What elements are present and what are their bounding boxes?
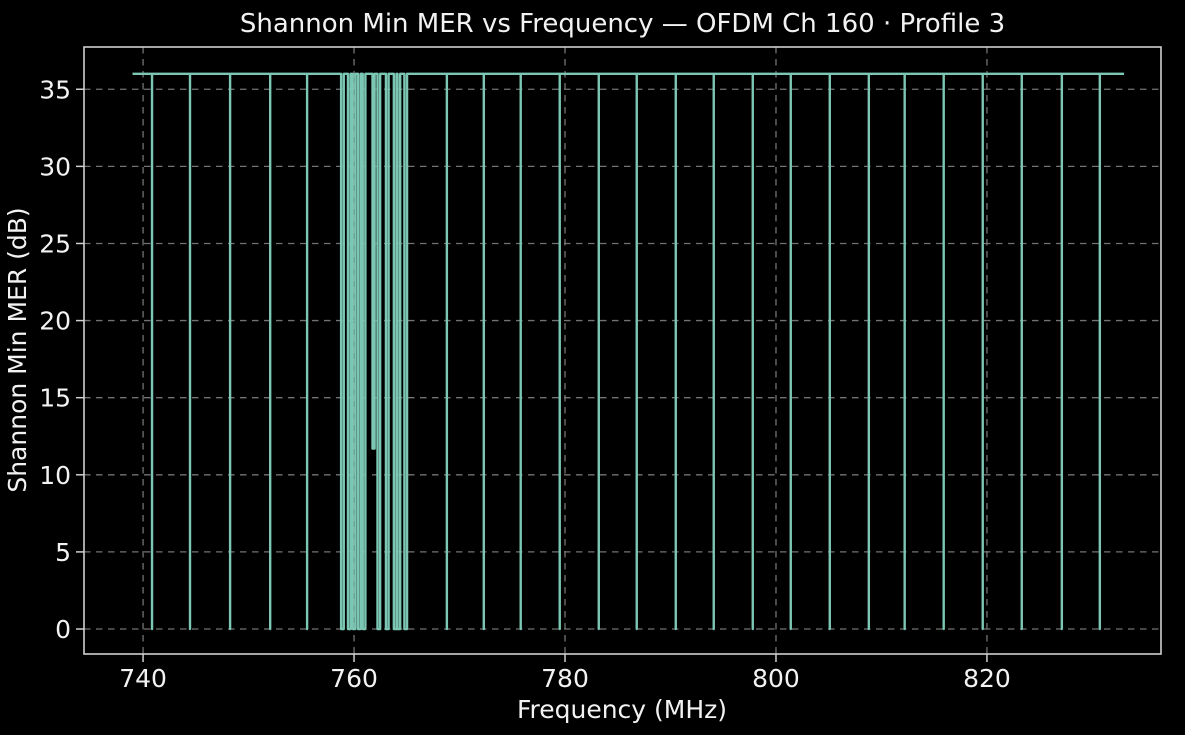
x-axis-label: Frequency (MHz): [517, 695, 727, 724]
x-tick-label: 760: [330, 664, 378, 693]
axes-spines: [83, 46, 1162, 655]
mer-data-line: [132, 72, 1125, 631]
x-tick-label: 800: [752, 664, 800, 693]
x-tick-label: 820: [963, 664, 1011, 693]
grid-layer: [84, 47, 1161, 654]
y-tick-label: 10: [39, 461, 71, 490]
y-axis-label: Shannon Min MER (dB): [3, 207, 32, 492]
y-tick-label: 30: [39, 152, 71, 181]
series-layer: [132, 72, 1125, 631]
chart-title: Shannon Min MER vs Frequency — OFDM Ch 1…: [239, 9, 1006, 39]
y-tick-label: 5: [55, 538, 71, 567]
x-tick-label: 740: [119, 664, 167, 693]
y-tick-label: 20: [39, 307, 71, 336]
y-tick-label: 15: [39, 384, 71, 413]
ticklabel-layer: 740 760 780 800 820 0 5 10 15 20 25 30 35: [39, 75, 1011, 693]
y-tick-label: 0: [55, 615, 71, 644]
y-tick-label: 35: [39, 75, 71, 104]
y-tick-label: 25: [39, 229, 71, 258]
x-tick-label: 780: [541, 664, 589, 693]
axes-layer: [76, 46, 1162, 662]
